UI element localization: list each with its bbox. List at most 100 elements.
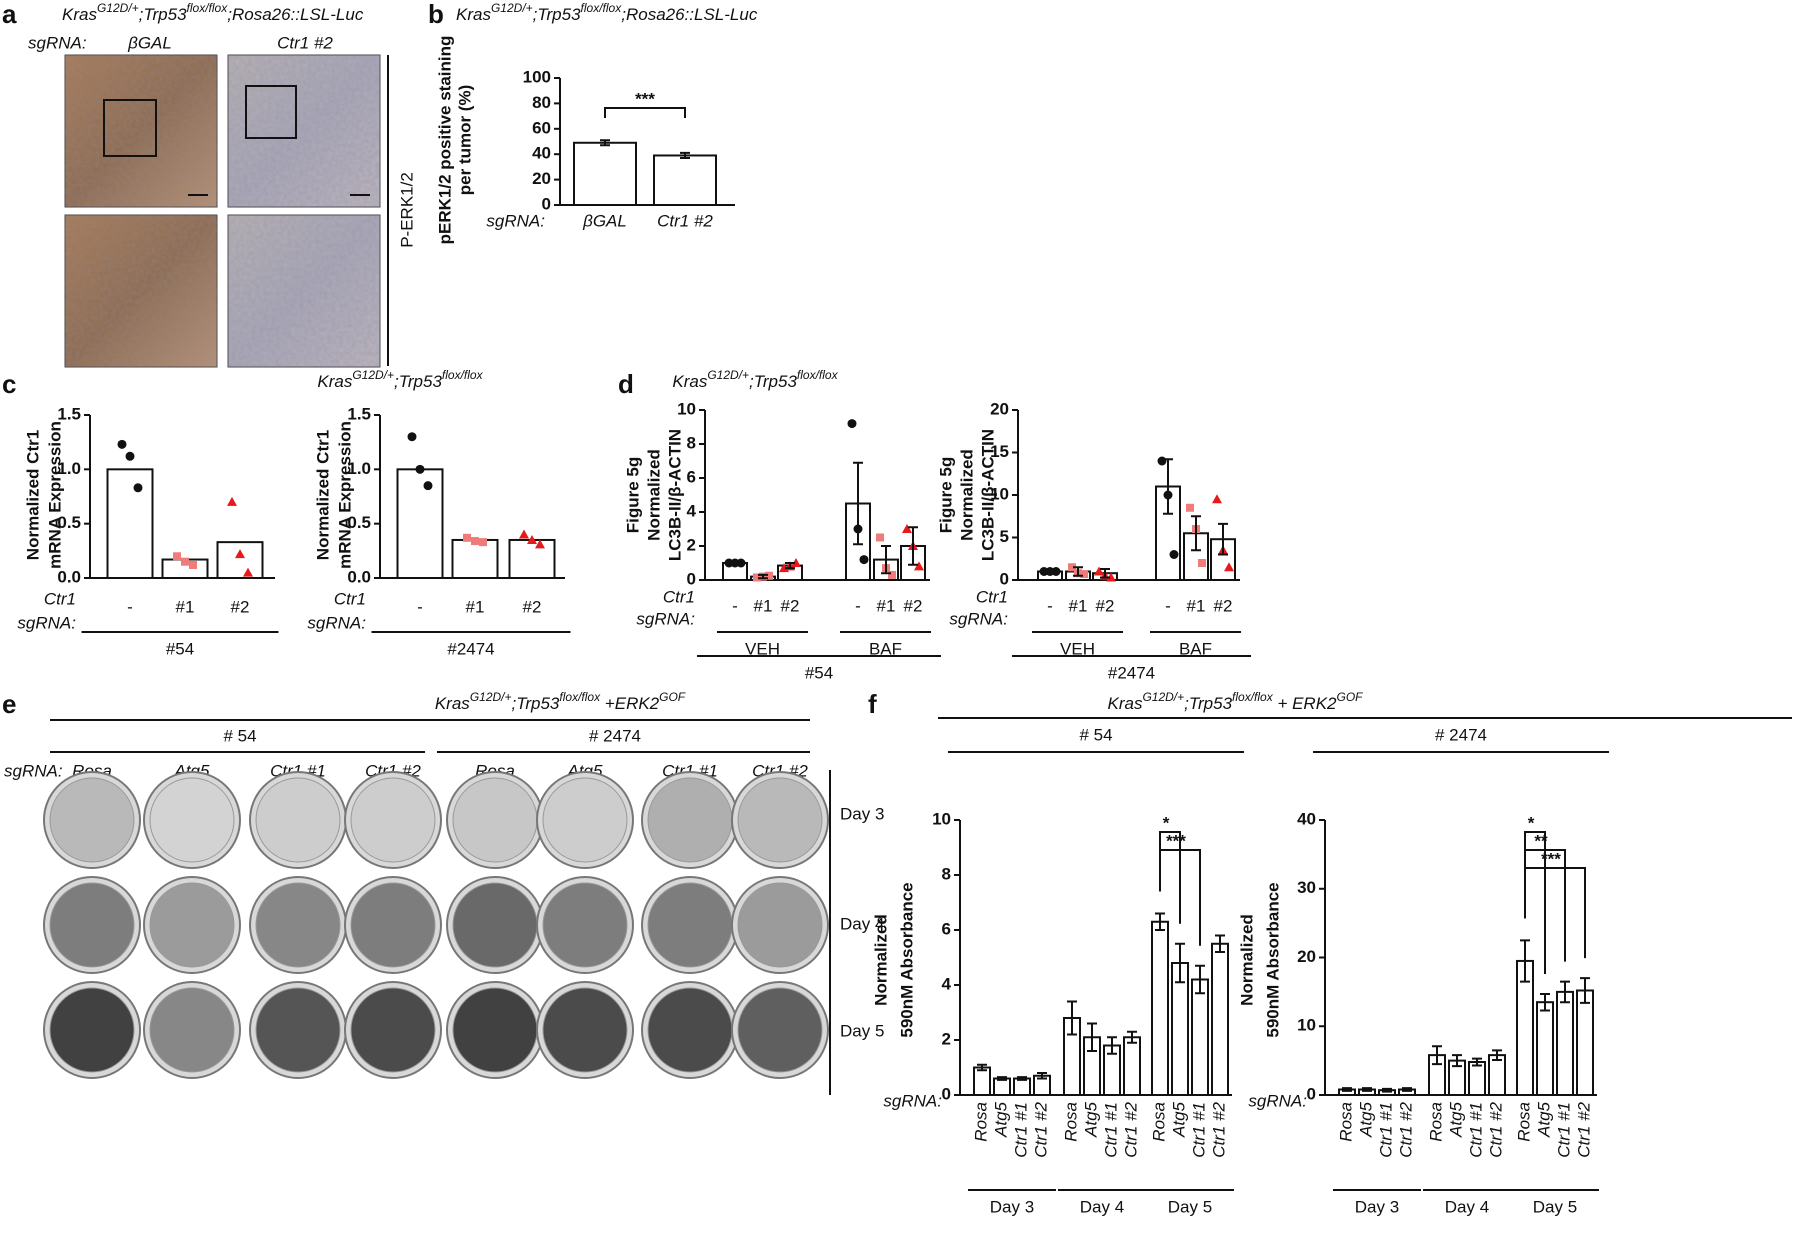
bar: [653, 154, 717, 206]
bar: [1123, 1036, 1141, 1096]
y-tick-label: 4: [942, 974, 952, 993]
y-tick-label: 10: [677, 399, 696, 418]
error-bar: [1100, 567, 1110, 579]
y-tick-label: 8: [687, 433, 696, 452]
y-tick-label: 10: [990, 484, 1009, 503]
group-label: VEH: [1060, 639, 1095, 658]
y-axis-label: Normalized Ctr1: [23, 430, 42, 560]
significance-label: ***: [1541, 849, 1561, 868]
x-tick-label: Atg5: [1356, 1101, 1375, 1138]
point: [125, 451, 135, 461]
x-tick-label: Rosa: [1061, 1102, 1080, 1142]
bar: [1468, 1061, 1486, 1096]
well: [737, 882, 823, 968]
error-bar: [1432, 1045, 1442, 1066]
well: [542, 882, 628, 968]
point: [227, 496, 237, 506]
genotype-part: Kras: [435, 694, 470, 713]
x-tick-label: Atg5: [1081, 1101, 1100, 1138]
inset-box: [245, 85, 297, 139]
x-tick-label: #2: [1214, 596, 1233, 615]
error-bar: [1073, 566, 1083, 577]
well: [542, 987, 628, 1073]
well: [350, 987, 436, 1073]
well: [255, 987, 341, 1073]
group-label: Day 4: [1445, 1197, 1489, 1216]
well: [149, 777, 235, 863]
y-tick-label: 10: [932, 809, 951, 828]
group-label: Day 3: [1355, 1197, 1399, 1216]
genotype-part: flox/flox: [797, 368, 839, 382]
genotype-part: ;Rosa26::LSL-Luc: [621, 5, 758, 24]
point: [1068, 563, 1076, 572]
point: [117, 439, 127, 449]
y-tick-label: 80: [532, 93, 551, 112]
error-bar: [1107, 1036, 1117, 1055]
row-label: Ctr1: [663, 587, 695, 606]
y-tick-label: 60: [532, 118, 551, 137]
point: [1157, 456, 1167, 466]
group-label: #2474: [1108, 663, 1155, 682]
y-tick-label: 1.0: [347, 459, 371, 478]
image-label: βGAL: [127, 33, 172, 52]
error-bar: [1362, 1087, 1372, 1092]
point: [519, 529, 529, 539]
genotype-part: Kras: [62, 5, 97, 24]
genotype-part: ;Trp53: [749, 372, 797, 391]
genotype: KrasG12D/+;Trp53flox/flox;Rosa26::LSL-Lu…: [62, 1, 364, 24]
bar: [1151, 920, 1169, 1096]
point: [1212, 494, 1222, 504]
well: [149, 882, 235, 968]
y-tick-label: 6: [942, 919, 951, 938]
point: [235, 549, 245, 559]
point: [1169, 550, 1179, 559]
error-bar: [1017, 1076, 1027, 1081]
y-axis-label: Normalized Ctr1: [313, 430, 332, 560]
error-bar: [785, 562, 795, 570]
y-tick-label: 0.5: [57, 513, 81, 532]
well: [49, 882, 135, 968]
well: [647, 882, 733, 968]
well: [647, 777, 733, 863]
genotype-part: ;Trp53: [1184, 694, 1232, 713]
error-bar: [758, 573, 768, 580]
error-bar: [600, 139, 610, 147]
panel-label: a: [2, 0, 17, 29]
well: [647, 987, 733, 1073]
row-label: Ctr1: [334, 589, 366, 608]
row-label: Ctr1: [976, 587, 1008, 606]
genotype: KrasG12D/+;Trp53flox/flox: [672, 368, 838, 391]
point: [1080, 570, 1088, 579]
error-bar: [997, 1076, 1007, 1081]
error-bar: [977, 1063, 987, 1072]
point: [527, 534, 537, 544]
x-tick-label: Ctr1 #2: [657, 211, 713, 230]
genotype-part: Kras: [672, 372, 707, 391]
y-tick-label: 5: [1000, 527, 1009, 546]
significance-bracket: [1524, 867, 1586, 959]
stain-label: P-ERK1/2: [397, 172, 416, 248]
y-axis-label: pERK1/2 positive staining: [435, 36, 454, 245]
group-label: Day 4: [1080, 1197, 1124, 1216]
point: [914, 561, 924, 571]
point: [736, 558, 746, 568]
y-tick-label: 0: [942, 1084, 951, 1103]
y-axis-label: Figure 5g: [623, 457, 642, 534]
y-tick-label: 0: [1000, 569, 1009, 588]
row-label: sgRNA:: [486, 211, 545, 230]
x-tick-label: Ctr1 #2: [1486, 1101, 1505, 1157]
y-tick-label: 15: [990, 442, 1009, 461]
group-label: #54: [166, 639, 194, 658]
x-tick-label: Ctr1 #2: [1209, 1101, 1228, 1157]
plate-group: # 2474: [589, 726, 641, 745]
significance-label: ***: [635, 89, 655, 108]
group-label: # 54: [1079, 725, 1112, 744]
day-label: Day 4: [840, 914, 884, 933]
point: [133, 483, 143, 493]
x-tick-label: Ctr1 #1: [1466, 1102, 1485, 1158]
well: [350, 882, 436, 968]
group-label: #54: [805, 663, 833, 682]
error-bar: [1215, 934, 1225, 953]
day-label: Day 3: [840, 804, 884, 823]
